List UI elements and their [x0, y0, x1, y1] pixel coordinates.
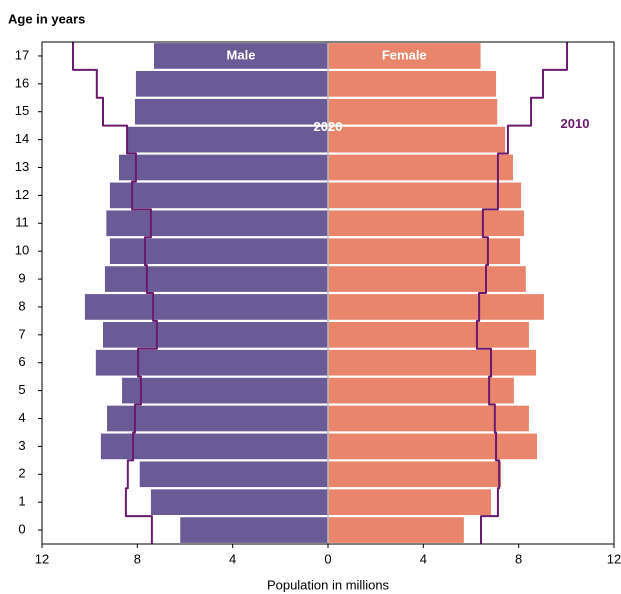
y-tick-label: 2 — [18, 466, 25, 481]
y-tick-label: 17 — [15, 47, 29, 62]
bar — [109, 182, 328, 209]
y-tick-label: 5 — [18, 382, 25, 397]
bar — [154, 43, 328, 69]
bar — [328, 238, 521, 264]
bar — [122, 377, 328, 404]
bar — [84, 294, 329, 320]
bar — [135, 71, 328, 97]
bar — [150, 489, 328, 515]
bar — [328, 517, 464, 543]
bar — [328, 461, 502, 488]
bar — [134, 98, 328, 125]
x-tick-label: 0 — [324, 551, 331, 566]
y-tick-label: 1 — [18, 494, 25, 509]
y-tick-label: 9 — [18, 270, 25, 285]
bar — [95, 349, 328, 376]
y-tick-label: 16 — [15, 75, 29, 90]
bar — [328, 322, 529, 348]
bar — [328, 182, 522, 209]
bar — [328, 71, 497, 97]
y-tick-label: 12 — [15, 187, 29, 202]
bar — [328, 489, 492, 515]
bar — [328, 210, 524, 237]
y-tick-label: 6 — [18, 354, 25, 369]
bar — [139, 461, 328, 488]
x-tick-label: 8 — [134, 551, 141, 566]
bar — [104, 266, 328, 292]
bar — [328, 294, 544, 320]
bar — [328, 126, 506, 153]
y-tick-label: 11 — [15, 215, 29, 230]
label-2010: 2010 — [561, 116, 590, 131]
y-tick-label: 15 — [15, 103, 29, 118]
x-tick-label: 4 — [420, 551, 427, 566]
bar — [328, 405, 529, 432]
bar — [106, 210, 328, 237]
legend-female: Female — [382, 47, 427, 62]
bar — [328, 349, 537, 376]
y-tick-label: 14 — [15, 131, 29, 146]
y-tick-label: 0 — [18, 521, 25, 536]
bar — [328, 433, 538, 460]
x-axis-title: Population in millions — [267, 577, 390, 592]
bar — [328, 98, 498, 125]
bar — [180, 517, 328, 543]
x-tick-label: 8 — [515, 551, 522, 566]
bar — [103, 322, 328, 348]
y-tick-label: 4 — [18, 410, 25, 425]
bar — [328, 377, 514, 404]
bar — [109, 238, 328, 264]
y-tick-label: 8 — [18, 298, 25, 313]
y-tick-label: 10 — [15, 243, 29, 258]
bar — [118, 154, 329, 181]
x-tick-label: 4 — [229, 551, 236, 566]
legend-male: Male — [227, 47, 256, 62]
bar — [328, 154, 513, 181]
x-tick-label: 12 — [35, 551, 49, 566]
y-axis-title: Age in years — [8, 11, 85, 26]
x-tick-label: 12 — [607, 551, 621, 566]
bar — [107, 405, 328, 432]
y-tick-label: 3 — [18, 438, 25, 453]
y-tick-label: 7 — [18, 326, 25, 341]
bar — [127, 126, 329, 153]
label-2020: 2020 — [314, 119, 343, 134]
bar — [328, 266, 526, 292]
bar — [328, 43, 481, 69]
y-tick-label: 13 — [15, 159, 29, 174]
bar — [100, 433, 328, 460]
